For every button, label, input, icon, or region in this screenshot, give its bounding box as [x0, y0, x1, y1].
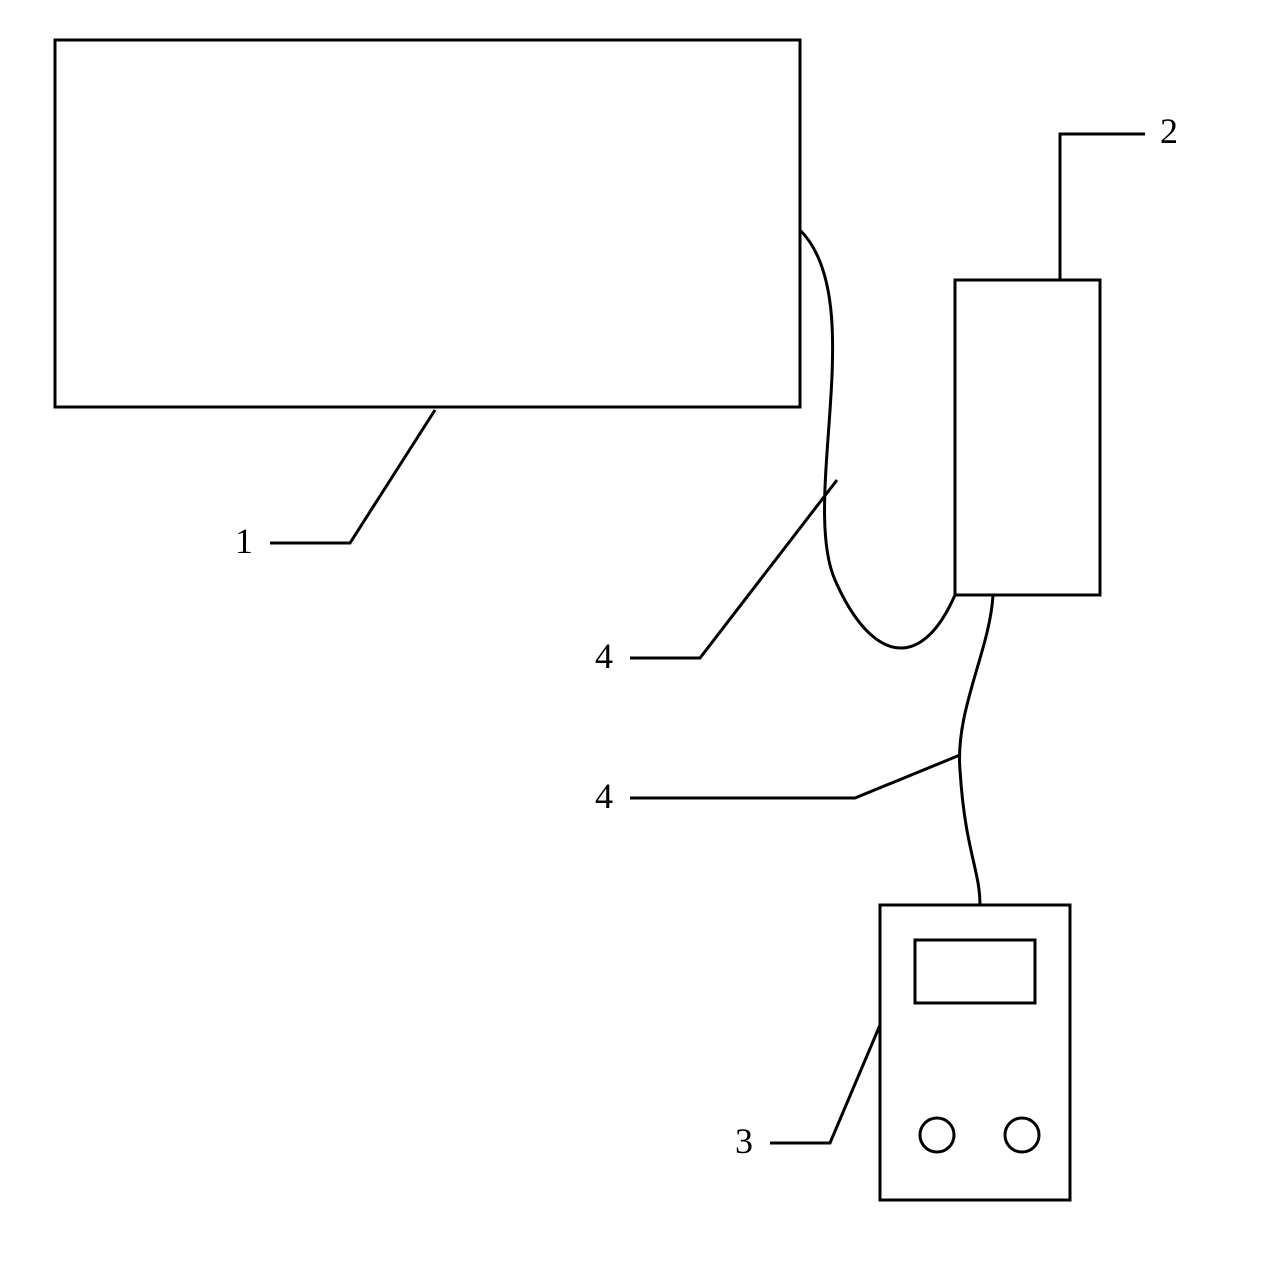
component-1: [55, 40, 800, 407]
label-3: 3: [735, 1120, 753, 1162]
label-2: 2: [1160, 110, 1178, 152]
leader-4b: [630, 755, 960, 798]
component-2: [955, 280, 1100, 595]
label-1: 1: [235, 520, 253, 562]
cable-2-to-3: [960, 595, 993, 905]
component-3-knob-1: [920, 1118, 954, 1152]
component-3: [880, 905, 1070, 1200]
leader-1: [270, 410, 435, 543]
diagram-svg: [0, 0, 1270, 1282]
leader-4a: [630, 480, 837, 658]
cable-1-to-2: [800, 230, 955, 648]
component-3-knob-2: [1005, 1118, 1039, 1152]
label-4a: 4: [595, 635, 613, 677]
leader-3: [770, 1025, 880, 1143]
component-3-screen: [915, 940, 1035, 1003]
leader-2: [1060, 134, 1145, 280]
label-4b: 4: [595, 775, 613, 817]
